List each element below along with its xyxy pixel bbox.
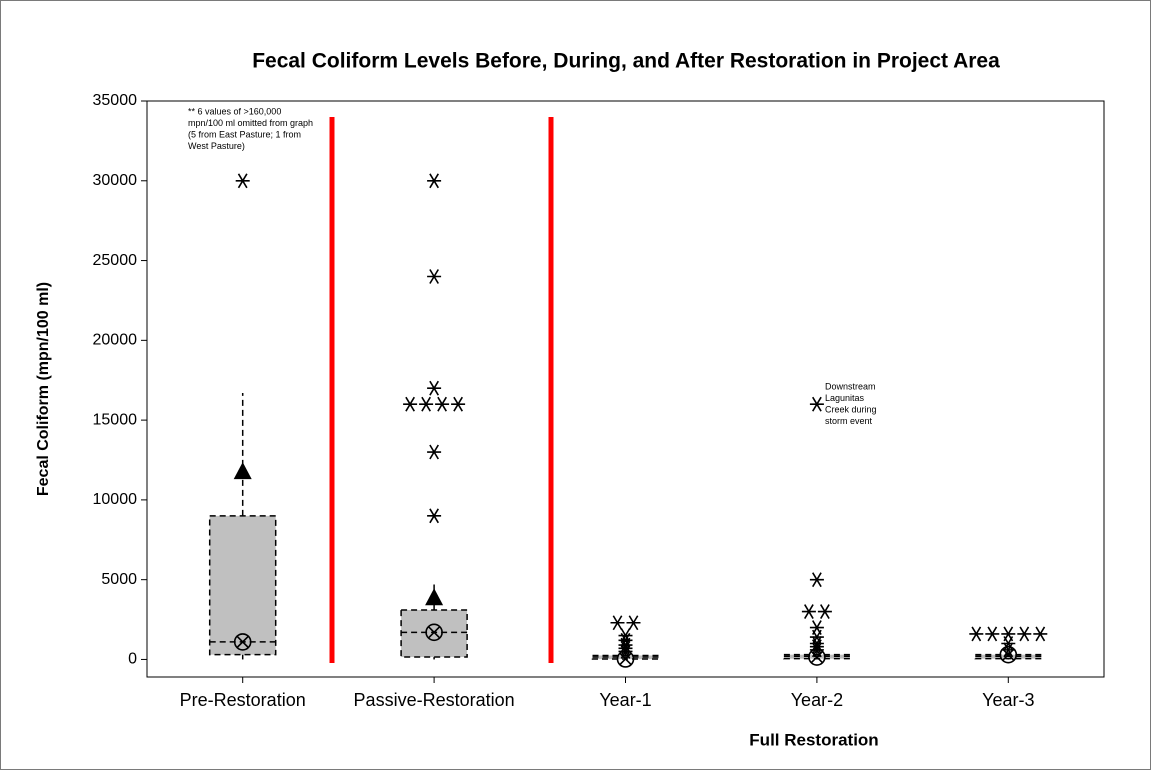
- box: [208, 515, 277, 656]
- outlier: [1017, 626, 1032, 642]
- outlier: [817, 604, 832, 619]
- mean-marker: [999, 645, 1018, 664]
- outlier: [626, 615, 641, 631]
- y-tick-label: 20000: [93, 332, 138, 349]
- mean-cross: [236, 635, 249, 649]
- y-tick-label: 30000: [93, 172, 138, 189]
- outlier: [427, 269, 442, 284]
- y-tick-label: 25000: [93, 252, 138, 269]
- triangle-marker: [233, 462, 252, 480]
- x-tick-label: Year-3: [982, 690, 1034, 710]
- outlier: [403, 396, 418, 412]
- y-tick-label: 5000: [101, 571, 137, 588]
- outlier: [419, 396, 434, 412]
- annotation: Lagunitas: [825, 393, 865, 403]
- y-tick-label: 0: [128, 651, 137, 668]
- mean-circle: [233, 633, 252, 651]
- mean-marker: [616, 650, 635, 668]
- outlier: [1001, 626, 1016, 642]
- outlier: [809, 620, 824, 635]
- annotation: (5 from East Pasture; 1 from: [188, 129, 301, 139]
- x-tick-label: Year-2: [791, 690, 843, 710]
- outlier: [427, 380, 442, 396]
- y-tick-label: 35000: [93, 92, 138, 109]
- outlier: [1033, 626, 1048, 642]
- outlier: [235, 173, 250, 189]
- outlier: [809, 572, 824, 588]
- annotation: Downstream: [825, 381, 876, 391]
- mean-circle: [999, 645, 1018, 664]
- mean-cross: [619, 652, 632, 666]
- outlier: [618, 628, 633, 643]
- mean-marker: [425, 623, 443, 642]
- x-tick-label: Year-1: [599, 690, 651, 710]
- annotation: storm event: [825, 416, 873, 426]
- outlier: [435, 396, 450, 412]
- box: [400, 609, 468, 658]
- mean-marker: [808, 648, 826, 666]
- annotation: West Pasture): [188, 141, 245, 151]
- triangle-marker: [425, 588, 444, 606]
- outlier: [969, 626, 984, 642]
- mean-cross: [1002, 648, 1015, 661]
- x-axis-label: Full Restoration: [749, 730, 878, 749]
- outlier: [451, 396, 466, 412]
- annotation: mpn/100 ml omitted from graph: [188, 118, 313, 128]
- outlier: [427, 173, 442, 189]
- mean-circle: [616, 650, 635, 668]
- annotation: Creek during: [825, 404, 877, 414]
- outlier: [809, 396, 824, 412]
- outlier: [801, 604, 816, 619]
- y-tick-label: 15000: [93, 411, 138, 428]
- mean-cross: [810, 650, 824, 664]
- mean-marker: [233, 633, 252, 651]
- y-axis-label: Fecal Coliform (mpn/100 ml): [35, 282, 52, 496]
- mean-circle: [808, 648, 826, 666]
- x-tick-label: Pre-Restoration: [180, 690, 306, 710]
- mean-circle: [425, 623, 443, 642]
- x-tick-label: Passive-Restoration: [354, 690, 515, 710]
- annotation: ** 6 values of >160,000: [188, 106, 281, 116]
- outlier: [427, 444, 442, 460]
- chart-title: Fecal Coliform Levels Before, During, an…: [252, 50, 1000, 73]
- outlier: [985, 626, 1000, 642]
- y-tick-label: 10000: [93, 491, 138, 508]
- mean-cross: [427, 626, 441, 639]
- outlier: [427, 508, 442, 524]
- outlier: [610, 615, 625, 631]
